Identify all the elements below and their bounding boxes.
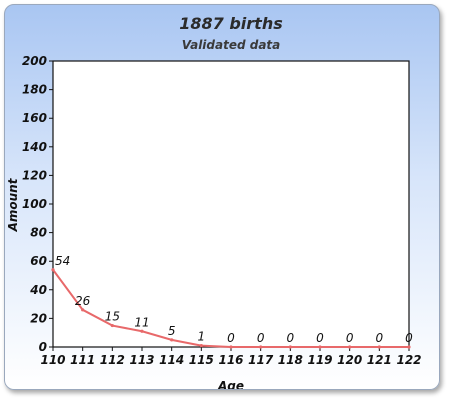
x-axis: 110 111 112 113 114 115 116 117 118 119 120 121 122 bbox=[40, 347, 422, 367]
y-tick-label: 20 bbox=[30, 311, 47, 325]
data-point bbox=[229, 345, 233, 349]
data-point bbox=[407, 345, 411, 349]
data-point bbox=[110, 323, 114, 328]
data-point bbox=[259, 345, 263, 349]
data-point bbox=[348, 345, 352, 349]
data-point bbox=[199, 343, 203, 348]
y-tick-label: 100 bbox=[22, 197, 47, 211]
data-point bbox=[288, 345, 292, 349]
x-tick-label: 122 bbox=[396, 353, 421, 367]
x-tick-label: 121 bbox=[367, 353, 392, 367]
y-tick-label: 160 bbox=[22, 111, 47, 125]
data-label: 0 bbox=[287, 331, 295, 345]
x-tick-label: 115 bbox=[189, 353, 214, 367]
data-label: 0 bbox=[405, 331, 413, 345]
data-label: 0 bbox=[316, 331, 324, 345]
y-tick-label: 40 bbox=[29, 283, 47, 297]
data-point bbox=[51, 268, 55, 272]
x-tick-label: 111 bbox=[70, 353, 95, 367]
data-label: 15 bbox=[105, 310, 120, 324]
data-label: 26 bbox=[75, 294, 91, 308]
data-label: 0 bbox=[257, 331, 265, 345]
chart-card: 1887 births Validated data 0 20 40 60 80 100 1… bbox=[4, 4, 440, 390]
data-point bbox=[170, 338, 174, 342]
data-label: 0 bbox=[346, 331, 354, 345]
x-tick-label: 110 bbox=[40, 353, 65, 367]
x-tick-label: 116 bbox=[218, 353, 243, 367]
plot-area bbox=[52, 60, 410, 348]
y-tick-label: 140 bbox=[22, 140, 47, 154]
x-axis-label: Age bbox=[217, 379, 244, 390]
x-tick-label: 112 bbox=[100, 353, 125, 367]
y-tick-label: 0 bbox=[39, 340, 47, 354]
y-tick-label: 200 bbox=[22, 54, 47, 68]
x-tick-label: 113 bbox=[129, 353, 154, 367]
chart-subtitle: Validated data bbox=[182, 38, 281, 52]
chart-title: 1887 births bbox=[179, 14, 283, 33]
line-chart: 1887 births Validated data 0204060801001… bbox=[6, 14, 422, 390]
y-tick-label: 120 bbox=[22, 168, 47, 182]
y-axis-label: Amount bbox=[6, 177, 20, 232]
y-axis: 0 20 40 60 80 100 120 140 160 180 200 bbox=[22, 54, 53, 354]
data-label: 5 bbox=[168, 324, 176, 338]
data-label: 1 bbox=[198, 330, 206, 344]
x-tick-label: 118 bbox=[278, 353, 303, 367]
data-point bbox=[318, 345, 322, 349]
y-tick-label: 180 bbox=[22, 83, 47, 97]
x-tick-label: 120 bbox=[337, 353, 362, 367]
data-point bbox=[140, 329, 144, 333]
data-labels: 54 26 15 11 5 1 0 0 0 0 0 0 0 bbox=[51, 254, 413, 349]
x-tick-label: 114 bbox=[159, 353, 184, 367]
data-label: 11 bbox=[134, 315, 149, 329]
x-tick-label: 117 bbox=[248, 353, 274, 367]
x-tick-label: 119 bbox=[307, 353, 332, 367]
data-point bbox=[377, 345, 381, 349]
y-tick-label: 80 bbox=[30, 226, 47, 240]
y-tick-label: 60 bbox=[30, 254, 47, 268]
data-point bbox=[81, 308, 85, 312]
data-label: 0 bbox=[376, 331, 384, 345]
data-label: 0 bbox=[227, 331, 235, 345]
data-label: 54 bbox=[55, 254, 70, 268]
